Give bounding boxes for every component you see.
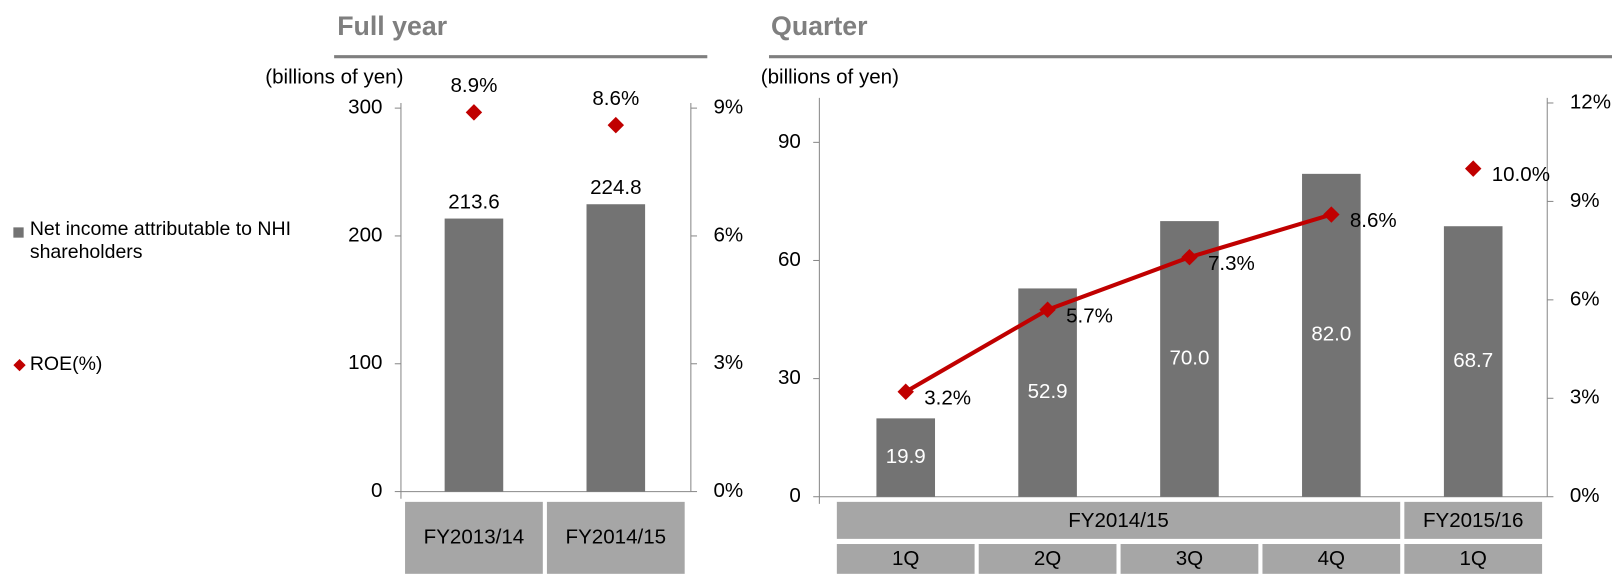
category-box [405, 501, 543, 574]
group-label: FY2014/15 [1068, 509, 1169, 532]
data-label: 68.7 [1453, 349, 1493, 372]
legend-label: Net income attributable to NHI sharehold… [29, 217, 292, 263]
y2-tick-label: 12% [1570, 90, 1611, 113]
bar [1443, 226, 1503, 497]
y2-tick-label: 6% [1570, 287, 1600, 310]
group-box [836, 501, 1401, 539]
y2-tick-label: 0% [713, 479, 743, 502]
data-label: 5.7% [1066, 304, 1113, 327]
category-box [546, 501, 685, 574]
category-box [1404, 544, 1543, 574]
y-tick-label: 100 [348, 351, 382, 374]
bar [444, 218, 504, 492]
group-label: FY2015/16 [1423, 509, 1524, 532]
y2-tick-label: 9% [713, 96, 743, 119]
y2-tick-label: 3% [713, 351, 743, 374]
x-tick-label: 1Q [892, 547, 919, 570]
y-tick-label: 0 [789, 484, 800, 507]
x-tick-label: 4Q [1318, 547, 1345, 570]
data-label: 8.9% [451, 74, 498, 97]
category-box [836, 544, 975, 574]
legend-label: ROE(%) [29, 352, 103, 375]
roe-point [607, 116, 625, 134]
y2-tick-label: 6% [713, 223, 743, 246]
y2-tick-label: 9% [1570, 189, 1600, 212]
legend-swatch [13, 227, 24, 238]
data-label: 10.0% [1492, 163, 1550, 186]
y2-tick-label: 0% [1570, 484, 1600, 507]
y2-tick-label: 3% [1570, 386, 1600, 409]
data-label: 82.0 [1311, 323, 1351, 346]
data-label: 8.6% [1350, 209, 1397, 232]
x-tick-label: 1Q [1460, 547, 1487, 570]
data-label: 3.2% [924, 386, 971, 409]
data-label: 7.3% [1208, 252, 1255, 275]
category-box [1120, 544, 1259, 574]
y-tick-label: 200 [348, 223, 382, 246]
legend-swatch [13, 358, 26, 372]
x-tick-label: FY2013/14 [424, 525, 525, 548]
y-tick-label: 90 [778, 130, 801, 153]
y-tick-label: 30 [778, 366, 801, 389]
y-tick-label: 0 [371, 479, 382, 502]
bar [1302, 173, 1361, 497]
x-tick-label: 2Q [1034, 547, 1061, 570]
data-label: 224.8 [590, 176, 641, 199]
y-axis-label: (billions of yen) [761, 66, 899, 89]
bar [1160, 221, 1219, 497]
x-tick-label: 3Q [1176, 547, 1203, 570]
y-axis-label: (billions of yen) [265, 66, 403, 89]
data-label: 19.9 [886, 445, 926, 468]
roe-point [465, 104, 483, 121]
data-label: 8.6% [592, 87, 639, 110]
bar [876, 418, 936, 497]
roe-point [1464, 160, 1482, 177]
chart-title: Full year [337, 11, 447, 41]
roe-point [1323, 206, 1340, 223]
y-tick-label: 60 [778, 248, 801, 271]
roe-point [1039, 301, 1056, 318]
bar [586, 204, 646, 492]
y-tick-label: 300 [348, 96, 382, 119]
data-label: 52.9 [1028, 380, 1068, 403]
x-tick-label: FY2014/15 [566, 525, 667, 548]
category-box [1262, 544, 1401, 574]
group-box [1404, 501, 1543, 539]
chart-title: Quarter [771, 11, 868, 41]
roe-point [897, 383, 914, 400]
category-box [978, 544, 1117, 574]
data-label: 70.0 [1169, 346, 1209, 369]
data-label: 213.6 [448, 191, 499, 214]
